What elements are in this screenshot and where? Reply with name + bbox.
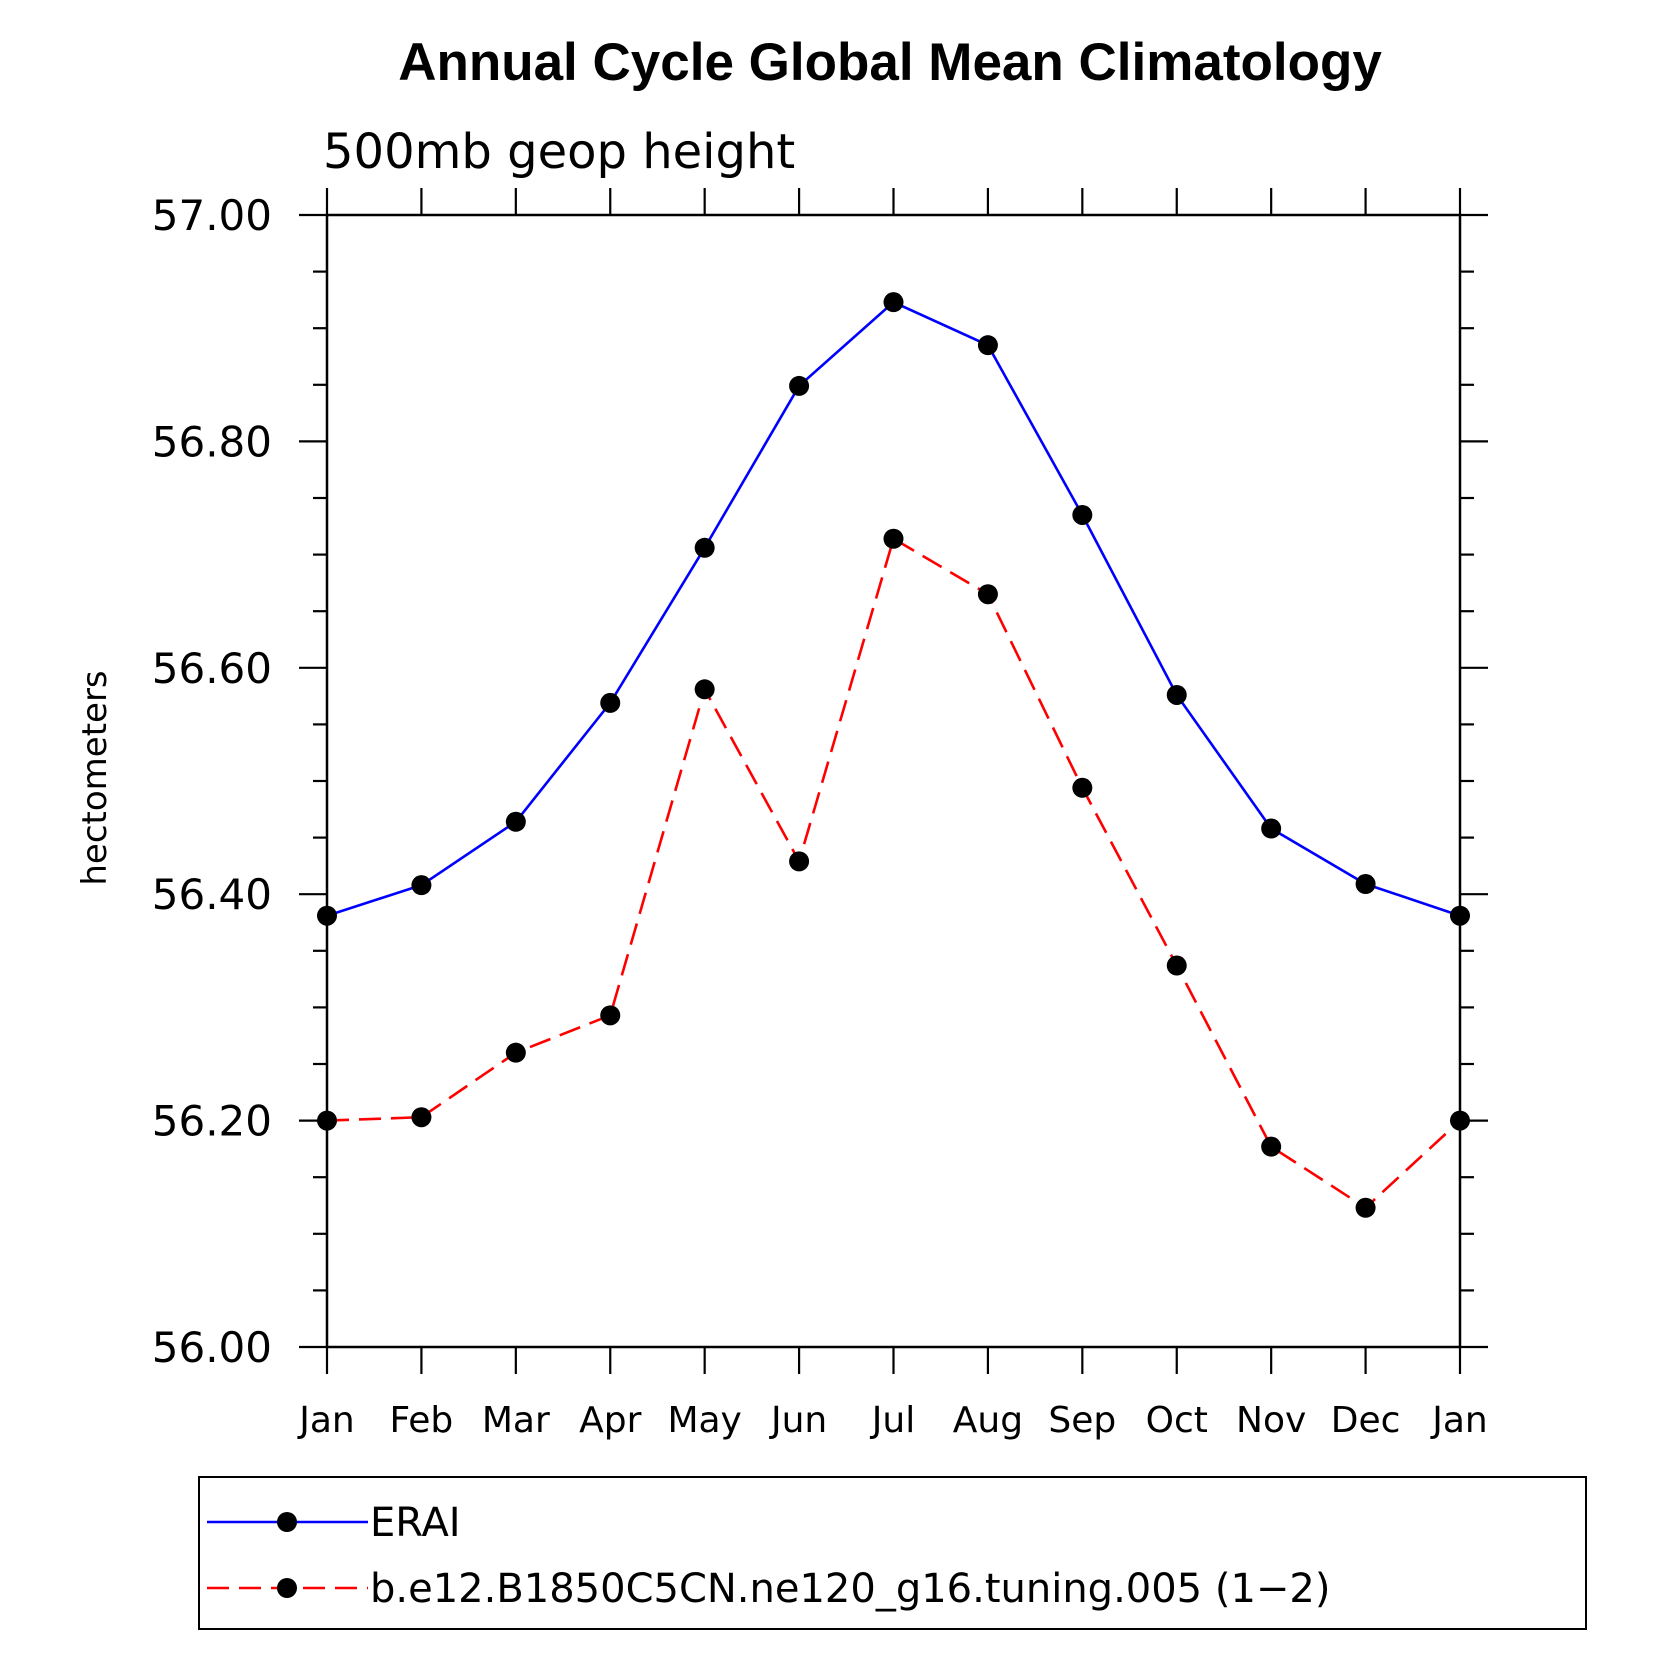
axes: 56.00 56.20 56.40 56.60 56.80 57.00 Jan Feb Mar A… xyxy=(152,188,1488,1441)
x-tick-label: May xyxy=(667,1400,741,1441)
series-1-point xyxy=(317,905,337,926)
series-2-point xyxy=(789,851,810,872)
x-tick-label: Jul xyxy=(870,1400,915,1441)
series-2-point xyxy=(1261,1136,1282,1157)
x-tick-label: Jan xyxy=(1430,1400,1488,1441)
x-tick-label: Aug xyxy=(953,1400,1023,1441)
plot-frame xyxy=(325,213,1462,1349)
legend: ERAI b.e12.B1850C5CN.ne120_g16.tuning.005… xyxy=(198,1476,1587,1630)
y-tick-label: 56.20 xyxy=(152,1097,272,1146)
chart-subtitle: 500mb geop height xyxy=(323,124,795,180)
x-tick-label: Feb xyxy=(390,1400,454,1441)
legend-marker-1 xyxy=(277,1512,297,1532)
x-tick-label: Mar xyxy=(482,1400,550,1441)
series-1-point xyxy=(1072,504,1093,525)
series-1-point xyxy=(1450,905,1470,926)
series-2-point xyxy=(505,1042,526,1063)
series-2-point xyxy=(694,679,715,700)
series-1-point xyxy=(600,692,621,713)
series-1-point xyxy=(789,375,810,396)
series-1-point xyxy=(883,292,904,313)
series-1-point xyxy=(1355,874,1376,895)
x-tick-label: Sep xyxy=(1048,1400,1116,1441)
y-tick-label: 56.40 xyxy=(152,870,272,919)
series-2-point xyxy=(600,1005,621,1026)
x-tick-label: Apr xyxy=(579,1400,641,1441)
x-tick-label: Oct xyxy=(1146,1400,1208,1441)
x-tick-label: Jan xyxy=(297,1400,355,1441)
legend-label-2: b.e12.B1850C5CN.ne120_g16.tuning.005 (1−… xyxy=(370,1566,1330,1612)
series-layer xyxy=(317,292,1470,1218)
series-2-point xyxy=(1072,777,1093,798)
y-tick-label: 56.00 xyxy=(152,1323,272,1372)
series-2-point xyxy=(977,584,998,605)
legend-label-1: ERAI xyxy=(370,1500,461,1546)
series-2-point xyxy=(317,1110,337,1131)
y-tick-label: 56.80 xyxy=(152,417,272,466)
series-1-point xyxy=(977,335,998,356)
series-line-1 xyxy=(326,300,1461,917)
y-tick-label: 57.00 xyxy=(152,191,272,240)
series-1-point xyxy=(1166,684,1187,705)
series-2-point xyxy=(883,528,904,549)
y-tick-label: 56.60 xyxy=(152,644,272,693)
series-1-point xyxy=(694,537,715,558)
series-1-point xyxy=(1261,818,1282,839)
series-1-point xyxy=(411,875,432,896)
x-tick-label: Nov xyxy=(1236,1400,1306,1441)
series-2-point xyxy=(411,1107,432,1128)
x-tick-label: Jun xyxy=(769,1400,827,1441)
series-2-point xyxy=(1450,1110,1470,1131)
series-1-point xyxy=(505,811,526,832)
legend-box xyxy=(198,1476,1587,1630)
y-axis-label: hectometers xyxy=(75,670,115,885)
x-tick-label: Dec xyxy=(1331,1400,1401,1441)
chart-title: Annual Cycle Global Mean Climatology xyxy=(398,33,1382,92)
series-2-point xyxy=(1355,1197,1376,1218)
series-line-2 xyxy=(326,536,1461,1210)
series-2-point xyxy=(1166,955,1187,976)
legend-marker-2 xyxy=(277,1578,297,1598)
